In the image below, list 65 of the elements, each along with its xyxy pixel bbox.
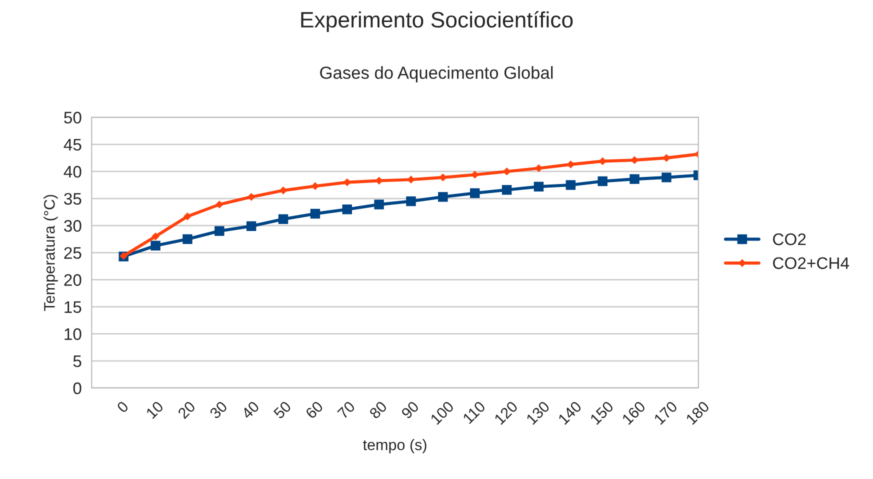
point [502, 185, 512, 195]
y-tick-label: 15 [64, 301, 82, 314]
x-axis-title: tempo (s) [363, 439, 426, 454]
legend-label: CO2+CH4 [773, 257, 850, 270]
x-tick-label: 70 [336, 400, 356, 420]
point [534, 182, 544, 192]
point [662, 154, 670, 162]
point [438, 192, 448, 202]
point [502, 168, 511, 176]
point [439, 174, 447, 182]
point [374, 200, 384, 210]
x-tick-label: 140 [558, 400, 582, 425]
point [407, 176, 415, 184]
x-tick-label: 150 [590, 400, 614, 425]
point [342, 204, 352, 214]
y-axis-title: Temperatura (°C) [44, 194, 58, 311]
y-tick-label: 50 [64, 112, 82, 124]
point [247, 192, 256, 201]
point [311, 182, 320, 190]
point [150, 240, 160, 250]
x-tick-label: 90 [400, 400, 420, 420]
point [598, 176, 608, 186]
x-tick-label: 170 [654, 400, 678, 425]
y-tick-label: 40 [64, 166, 82, 178]
point [184, 212, 192, 220]
x-tick-label: 0 [116, 400, 130, 414]
point [215, 200, 224, 208]
x-tick-label: 120 [494, 400, 518, 425]
x-tick-label: 180 [685, 400, 710, 425]
x-tick-label: 160 [622, 400, 646, 425]
point [630, 156, 638, 164]
point [246, 221, 256, 232]
point [310, 208, 320, 219]
x-tick-label: 20 [177, 400, 196, 420]
chart-title: Experimento Sociocientífico [301, 11, 573, 32]
point [152, 232, 160, 240]
point [630, 174, 640, 184]
x-tick-label: 60 [304, 400, 324, 420]
y-tick-label: 20 [64, 274, 82, 286]
x-tick-label: 40 [240, 400, 260, 420]
y-tick-label: 0 [73, 382, 82, 394]
x-tick-label: 80 [368, 400, 388, 420]
x-tick-label: 110 [462, 400, 486, 424]
point [278, 214, 288, 224]
x-tick-label: 10 [146, 400, 164, 419]
y-tick-label: 45 [64, 138, 82, 151]
point [214, 226, 224, 236]
y-tick-label: 5 [73, 356, 82, 368]
x-tick-label: 100 [430, 400, 454, 425]
y-tick-label: 30 [64, 220, 82, 232]
point [534, 164, 543, 172]
x-tick-label: 30 [209, 400, 228, 420]
y-tick-label: 25 [64, 247, 82, 259]
point [406, 196, 416, 206]
point [470, 188, 480, 198]
x-tick-label: 50 [272, 400, 292, 420]
y-tick-label: 35 [64, 192, 82, 205]
point [375, 176, 383, 185]
point [182, 234, 192, 244]
point [566, 180, 576, 190]
point [662, 172, 672, 182]
y-tick-label: 10 [64, 328, 82, 340]
legend-label: CO2 [773, 233, 806, 246]
chart-subtitle: Gases do Aquecimento Global [320, 66, 553, 82]
x-tick-label: 130 [526, 400, 550, 425]
